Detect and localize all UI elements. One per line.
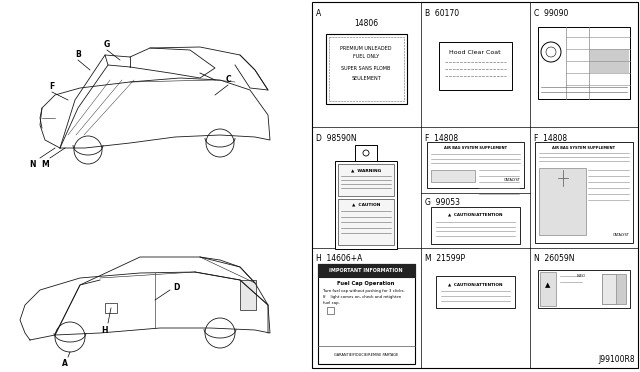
Text: CATALYST: CATALYST [612, 233, 629, 237]
Bar [538, 270, 630, 308]
Text: CATALYST: CATALYST [504, 178, 520, 182]
Text: B: B [75, 50, 81, 59]
Bar [431, 207, 520, 244]
Bar [327, 307, 334, 314]
Text: A: A [62, 359, 68, 368]
Text: AIR BAG SYSTEM SUPPLEMENT: AIR BAG SYSTEM SUPPLEMENT [552, 146, 616, 150]
Text: C  99090: C 99090 [534, 9, 568, 18]
Text: FUEL ONLY: FUEL ONLY [353, 54, 379, 58]
Bar [338, 199, 394, 245]
Text: B  60170: B 60170 [425, 9, 459, 18]
Bar [436, 276, 515, 308]
Bar [329, 37, 404, 101]
Bar [431, 170, 475, 182]
Text: Turn fuel cap without pushing for 3 clicks.: Turn fuel cap without pushing for 3 clic… [323, 289, 404, 293]
Bar [539, 168, 586, 235]
Bar [312, 2, 638, 368]
Bar [602, 274, 616, 304]
Text: M  21599P: M 21599P [425, 254, 465, 263]
Bar [329, 37, 404, 101]
Bar [326, 34, 407, 104]
Text: If    light comes on, check and retighten: If light comes on, check and retighten [323, 295, 401, 299]
Text: F  14808: F 14808 [534, 134, 567, 143]
Text: M: M [41, 160, 49, 169]
Text: SUPER SANS PLOMB: SUPER SANS PLOMB [341, 65, 390, 71]
Bar [355, 145, 377, 161]
Text: F: F [49, 82, 54, 91]
Text: 14806: 14806 [354, 19, 378, 29]
Bar [427, 142, 524, 188]
Circle shape [363, 150, 369, 156]
Text: AIR BAG SYSTEM SUPPLEMENT: AIR BAG SYSTEM SUPPLEMENT [444, 146, 506, 150]
Text: ▲  WARNING: ▲ WARNING [351, 169, 381, 173]
Text: G  99053: G 99053 [425, 198, 460, 207]
Text: D: D [173, 282, 179, 292]
Text: ▲  CAUTION: ▲ CAUTION [352, 203, 380, 207]
Text: Hood Clear Coat: Hood Clear Coat [449, 49, 501, 55]
Bar [240, 280, 256, 310]
Text: GARANTIE/FIDUCIE/REMISE PARTAGE: GARANTIE/FIDUCIE/REMISE PARTAGE [334, 353, 398, 357]
Text: N: N [29, 160, 35, 169]
Bar [338, 164, 394, 196]
Text: F  14808: F 14808 [425, 134, 458, 143]
Text: PREMIUM UNLEADED: PREMIUM UNLEADED [340, 45, 392, 51]
Text: ▲: ▲ [545, 282, 550, 288]
Text: Fuel Cap Operation: Fuel Cap Operation [337, 280, 395, 285]
Bar [590, 49, 629, 61]
Text: ▲  CAUTION/ATTENTION: ▲ CAUTION/ATTENTION [448, 213, 502, 217]
Bar [105, 303, 117, 313]
Bar [538, 27, 630, 99]
Text: IMPORTANT INFORMATION: IMPORTANT INFORMATION [329, 268, 403, 273]
Bar [590, 61, 629, 73]
Text: ▲  CAUTION/ATTENTION: ▲ CAUTION/ATTENTION [448, 282, 502, 286]
Text: H: H [100, 326, 108, 335]
Bar [318, 264, 415, 364]
Bar [535, 142, 633, 243]
Text: J99100R8: J99100R8 [598, 355, 635, 364]
Bar [439, 42, 512, 90]
Text: N  26059N: N 26059N [534, 254, 575, 263]
Text: H  14606+A: H 14606+A [316, 254, 362, 263]
Bar [318, 264, 415, 277]
Bar [602, 274, 626, 304]
Text: G: G [104, 40, 110, 49]
Bar [540, 272, 556, 306]
Bar [335, 161, 397, 249]
Text: INFO: INFO [577, 274, 586, 278]
Text: C: C [225, 75, 231, 84]
Text: A: A [316, 9, 321, 18]
Text: D  98590N: D 98590N [316, 134, 356, 143]
Text: fuel cap.: fuel cap. [323, 301, 340, 305]
Text: SEULEMENT: SEULEMENT [351, 76, 381, 80]
